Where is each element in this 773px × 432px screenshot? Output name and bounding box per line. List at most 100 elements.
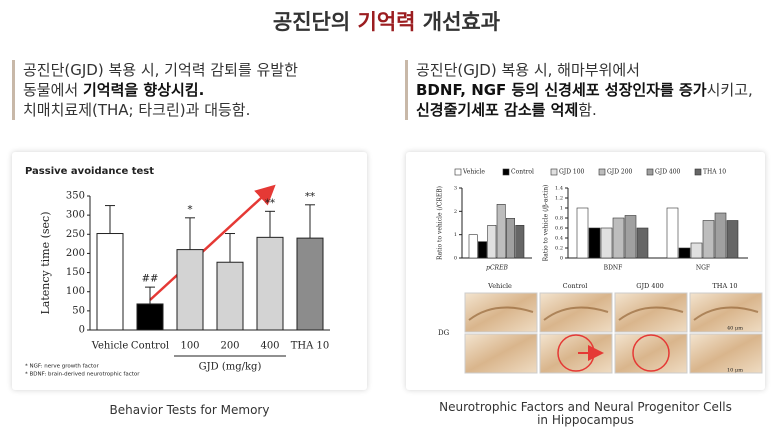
- y-tick-label: 1.2: [555, 196, 563, 202]
- y-tick-label: 2: [454, 209, 457, 215]
- caption-line: Neurotrophic Factors and Neural Progenit…: [439, 400, 732, 414]
- bold-text: 기억력을 향상시킴.: [82, 81, 205, 99]
- x-tick-label: Vehicle: [91, 341, 129, 352]
- x-tick-label: 400: [260, 341, 279, 352]
- y-axis-label: Ratio to vehicle (/CREB): [437, 186, 444, 260]
- text: 시키고,: [706, 81, 753, 99]
- y-axis-label: Latency time (sec): [39, 211, 52, 314]
- legend-label: Control: [511, 169, 534, 176]
- y-tick-label: 50: [72, 305, 85, 316]
- tissue-layer: [618, 306, 684, 321]
- y-tick-label: 250: [66, 229, 85, 240]
- y-tick-label: 350: [66, 191, 85, 202]
- bar: [296, 237, 324, 331]
- bar: [600, 227, 613, 259]
- micrograph: [614, 333, 688, 374]
- micrograph-label: Control: [563, 282, 588, 290]
- caption: Behavior Tests for Memory: [109, 403, 270, 417]
- bar: [176, 249, 204, 331]
- bar: [216, 261, 244, 331]
- y-tick-label: 0: [454, 256, 457, 262]
- bar: [690, 242, 703, 259]
- y-tick-label: 150: [66, 267, 85, 278]
- y-tick-label: 0: [79, 325, 85, 336]
- bar: [96, 233, 124, 331]
- x-tick-label: 100: [180, 341, 199, 352]
- micrograph-label: Vehicle: [487, 282, 512, 290]
- y-tick-label: 0: [560, 256, 563, 262]
- micrograph-label: THA 10: [712, 282, 737, 290]
- y-tick-label: 200: [66, 248, 85, 259]
- y-tick-label: 1.4: [555, 186, 563, 192]
- slide-title: 공진단의 기억력 개선효과: [0, 6, 773, 36]
- micrograph: [539, 333, 613, 374]
- text: 치매치료제(THA; 타크린)과 대등함.: [23, 101, 251, 119]
- y-tick-label: 100: [66, 286, 85, 297]
- y-tick-label: 0.6: [555, 226, 563, 232]
- bar: [636, 227, 649, 259]
- legend-swatch: [694, 168, 702, 176]
- bold-text: 신경줄기세포 감소를 억제: [416, 101, 579, 119]
- bar: [515, 225, 525, 259]
- right-text: 공진단(GJD) 복용 시, 해마부위에서 BDNF, NGF 등의 신경세포 …: [405, 60, 753, 120]
- bar: [487, 225, 497, 259]
- bar: [496, 204, 506, 259]
- legend-swatch: [502, 168, 510, 176]
- y-tick-label: 3: [454, 186, 457, 192]
- micrograph: [689, 333, 763, 374]
- trend-arrow: [149, 184, 276, 301]
- y-axis-label: Ratio to vehicle (/β-actin): [543, 185, 550, 262]
- x-tick-label: BDNF: [604, 265, 623, 272]
- bar: [478, 241, 487, 259]
- legend-label: GJD 400: [655, 169, 681, 176]
- bar: [612, 217, 625, 259]
- bar: [678, 247, 691, 259]
- x-tick-label: 200: [220, 341, 239, 352]
- title-text: 개선효과: [415, 9, 501, 34]
- bar: [136, 303, 164, 331]
- bar: [702, 220, 715, 259]
- y-tick-label: 1: [454, 232, 457, 238]
- x-tick-label: pCREB: [486, 265, 508, 272]
- legend-label: GJD 100: [559, 169, 585, 176]
- bar: [506, 218, 515, 259]
- caption: Neurotrophic Factors and Neural Progenit…: [406, 401, 765, 427]
- text: 공진단(GJD) 복용 시, 해마부위에서: [416, 61, 640, 79]
- micrograph: [614, 292, 688, 333]
- bold-text: BDNF, NGF 등의 신경세포 성장인자를 증가: [416, 81, 707, 99]
- y-tick-label: 0.4: [555, 236, 563, 242]
- significance: *: [188, 204, 193, 215]
- scale-label: 40 μm: [727, 326, 743, 332]
- region-label: DG: [438, 329, 450, 337]
- bar: [256, 236, 284, 331]
- significance: ##: [142, 274, 159, 285]
- chart-title: Passive avoidance test: [25, 166, 154, 177]
- legend-swatch: [646, 168, 654, 176]
- bar: [576, 207, 589, 259]
- y-tick-label: 0.8: [555, 216, 563, 222]
- x-group-label: GJD (mg/kg): [199, 362, 262, 373]
- bar: [624, 215, 637, 259]
- title-highlight: 기억력: [357, 9, 416, 34]
- x-tick-label: THA 10: [291, 341, 330, 352]
- text: 공진단(GJD) 복용 시, 기억력 감퇴를 유발한: [23, 61, 298, 79]
- bar: [714, 212, 727, 259]
- footnote: * NGF: nerve growth factor: [25, 364, 99, 370]
- bar: [588, 227, 601, 259]
- legend-swatch: [454, 168, 462, 176]
- tissue-layer: [468, 306, 534, 321]
- left-text: 공진단(GJD) 복용 시, 기억력 감퇴를 유발한 동물에서 기억력을 향상시…: [12, 60, 298, 120]
- significance: **: [305, 191, 315, 202]
- legend-swatch: [550, 168, 558, 176]
- scale-label: 10 μm: [727, 368, 743, 374]
- y-tick-label: 1: [560, 206, 563, 212]
- legend-label: THA 10: [703, 169, 726, 176]
- bar: [726, 220, 739, 259]
- bar: [468, 234, 478, 259]
- footnote: * BDNF: brain-derived neurotrophic facto…: [25, 372, 140, 378]
- x-tick-label: Control: [131, 341, 169, 352]
- text: 동물에서: [23, 81, 83, 99]
- y-tick-label: 300: [66, 210, 85, 221]
- highlight-circle: [632, 334, 670, 372]
